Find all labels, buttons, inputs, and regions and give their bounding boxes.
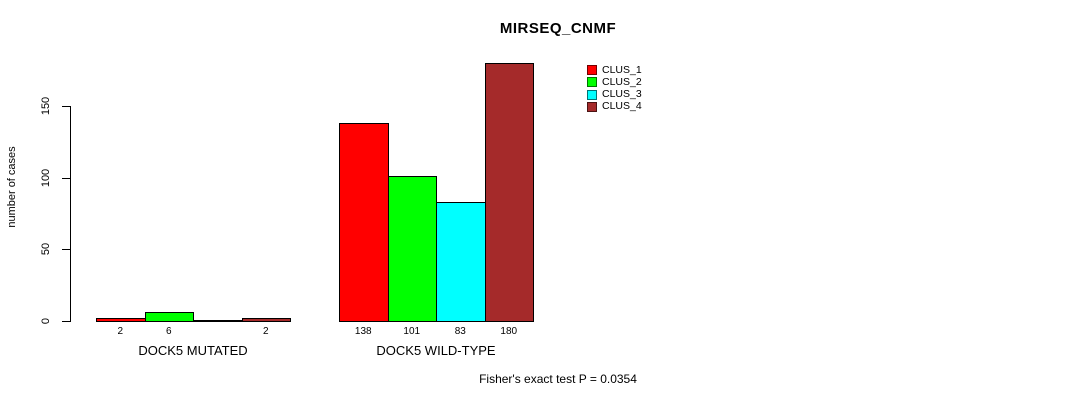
legend: CLUS_1 CLUS_2 CLUS_3 CLUS_4 (587, 64, 642, 113)
legend-label: CLUS_4 (602, 100, 642, 113)
bar-value-label: 2 (117, 325, 124, 337)
legend-label: CLUS_3 (602, 88, 642, 101)
y-axis-tick-label: 150 (40, 96, 52, 116)
legend-item-clus_3: CLUS_3 (587, 89, 642, 101)
bar-clus_1 (96, 318, 146, 322)
chart-title: MIRSEQ_CNMF (499, 20, 617, 37)
x-axis-group-label: DOCK5 MUTATED (138, 342, 248, 358)
bar-value-label: 101 (403, 325, 421, 337)
bar-value-label: 138 (354, 325, 372, 337)
bar-value-label: 2 (262, 325, 269, 337)
legend-swatch-icon (587, 89, 597, 100)
y-axis-label: number of cases (6, 146, 18, 228)
y-axis-tick-label: 50 (40, 243, 52, 256)
y-axis-tick (62, 321, 70, 322)
bar-value-label: 83 (454, 325, 466, 337)
bar-clus_2 (144, 312, 194, 322)
x-axis-group-label: DOCK5 WILD-TYPE (376, 342, 496, 358)
bar-value-label: 6 (165, 325, 172, 337)
bar-value-label: 180 (500, 325, 518, 337)
bar-clus_2 (387, 176, 437, 322)
y-axis-tick-label: 0 (40, 317, 52, 325)
y-axis-tick (62, 106, 70, 107)
y-axis-tick (62, 249, 70, 251)
legend-label: CLUS_2 (602, 75, 642, 88)
bar-clus_1 (339, 123, 389, 322)
bar-clus_3-zero (193, 320, 243, 322)
legend-swatch-icon (587, 77, 597, 88)
annotation-text: Fisher's exact test P = 0.0354 (479, 372, 637, 386)
bar-clus_4 (484, 63, 534, 322)
legend-swatch-icon (587, 65, 597, 75)
legend-item-clus_4: CLUS_4 (587, 101, 642, 113)
legend-item-clus_1: CLUS_1 (587, 64, 642, 76)
bar-clus_4 (241, 318, 291, 322)
y-axis-tick-label: 100 (40, 168, 52, 187)
y-axis-line (70, 106, 71, 322)
legend-swatch-icon (587, 101, 597, 112)
y-axis-tick (62, 177, 70, 179)
legend-item-clus_2: CLUS_2 (587, 76, 642, 88)
legend-label: CLUS_1 (602, 63, 642, 76)
bar-clus_3 (436, 202, 486, 322)
